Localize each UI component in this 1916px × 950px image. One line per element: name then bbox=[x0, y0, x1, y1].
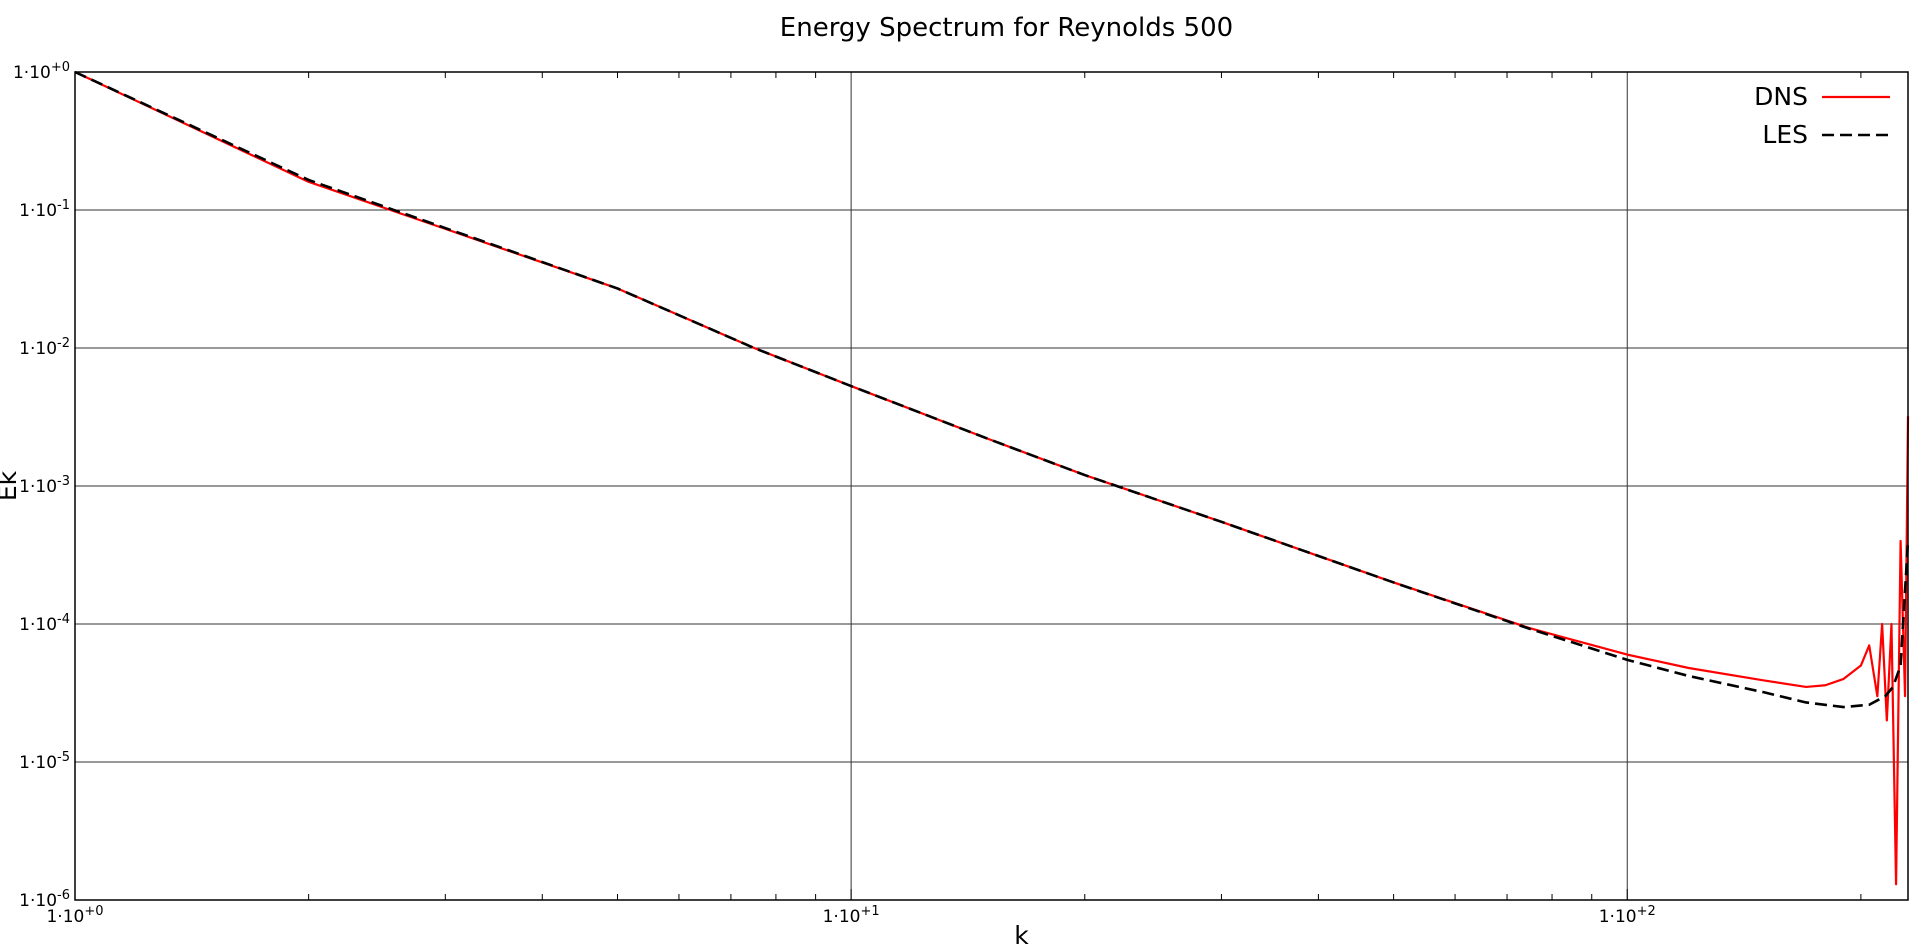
y-axis-title: Ek bbox=[0, 470, 22, 501]
x-axis-title: k bbox=[1014, 921, 1029, 950]
y-tick-label: 1·10+0 bbox=[13, 60, 70, 83]
x-tick-label: 1·10+1 bbox=[823, 904, 880, 927]
legend-label: DNS bbox=[1754, 82, 1808, 111]
legend: DNS LES bbox=[1754, 82, 1890, 149]
y-tick-label: 1·10-5 bbox=[19, 750, 70, 773]
x-tick-label: 1·10+0 bbox=[46, 904, 103, 927]
y-tick-label: 1·10-6 bbox=[19, 888, 70, 911]
y-tick-label: 1·10-4 bbox=[19, 612, 70, 635]
chart-title: Energy Spectrum for Reynolds 500 bbox=[780, 13, 1233, 43]
plot-frame bbox=[74, 71, 1909, 901]
y-tick-label: 1·10-2 bbox=[19, 336, 70, 359]
legend-label: LES bbox=[1762, 120, 1808, 149]
series-line-les bbox=[74, 70, 1910, 709]
x-tick-label: 1·10+2 bbox=[1599, 904, 1656, 927]
series-layer bbox=[74, 70, 1910, 886]
axis-ticks: 1·10+0 1·10+1 1·10+2 1·10+0 1·10-1 1·10-2 1·10… bbox=[13, 60, 1862, 927]
y-tick-label: 1·10-1 bbox=[19, 198, 70, 221]
series-line-dns bbox=[74, 71, 1910, 886]
y-tick-label: 1·10-3 bbox=[19, 474, 70, 497]
